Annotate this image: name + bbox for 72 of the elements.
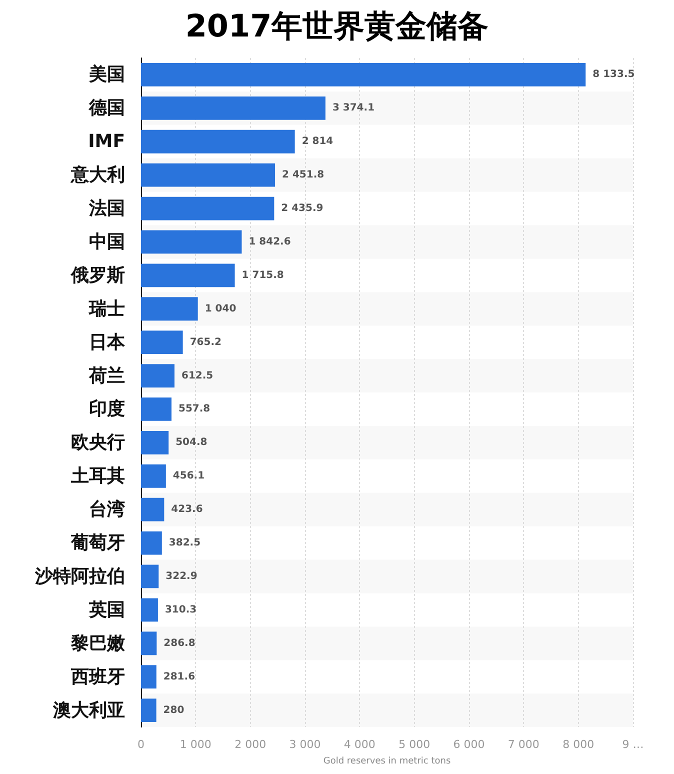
data-label: 322.9 — [166, 570, 198, 582]
data-label: 286.8 — [164, 638, 196, 649]
bar — [141, 264, 235, 288]
x-tick-label: 4 000 — [344, 738, 376, 751]
y-tick-label: 印度 — [89, 398, 125, 420]
data-label: 310.3 — [164, 604, 197, 616]
y-tick-label: 土耳其 — [70, 466, 125, 487]
y-tick-label: 中国 — [89, 231, 125, 252]
data-label: 2 451.8 — [282, 170, 324, 181]
x-tick-label: 0 — [138, 738, 144, 751]
y-tick-label: 英国 — [88, 599, 125, 620]
y-tick-label: 葡萄牙 — [70, 532, 125, 554]
data-label: 8 133.5 — [592, 69, 635, 80]
bar — [141, 330, 183, 354]
y-tick-label: 意大利 — [70, 164, 125, 186]
data-label: 382.5 — [168, 538, 201, 549]
y-tick-label: 澳大利亚 — [52, 700, 125, 721]
bar — [141, 63, 586, 86]
bar — [141, 364, 174, 388]
bar — [141, 632, 157, 656]
data-label: 280 — [163, 704, 184, 716]
bar — [141, 130, 295, 154]
data-label: 557.8 — [178, 404, 210, 415]
data-label: 612.5 — [181, 370, 214, 382]
data-label: 504.8 — [176, 437, 208, 448]
data-label: 1 040 — [204, 303, 236, 314]
x-tick-label: 6 000 — [453, 738, 485, 751]
x-tick-label: 1 000 — [180, 738, 212, 751]
y-tick-label: 台湾 — [89, 499, 125, 520]
y-tick-label: 欧央行 — [71, 432, 125, 454]
bar — [141, 297, 198, 321]
bar — [141, 498, 164, 522]
data-label: 1 842.6 — [248, 236, 291, 248]
bar — [141, 464, 166, 488]
bar — [141, 96, 326, 120]
y-tick-label: 法国 — [88, 198, 125, 220]
x-tick-label: 8 000 — [562, 738, 594, 751]
data-label: 456.1 — [172, 470, 205, 482]
bar — [141, 230, 242, 254]
bar — [141, 698, 156, 722]
data-label: 765.2 — [190, 336, 222, 348]
bar — [141, 196, 274, 220]
bar — [141, 665, 156, 689]
y-tick-label: 荷兰 — [88, 365, 125, 386]
y-tick-label: 西班牙 — [70, 666, 125, 688]
y-tick-label: 美国 — [88, 64, 125, 86]
data-label: 423.6 — [171, 504, 203, 516]
bar — [141, 163, 276, 187]
x-tick-label: 3 000 — [289, 738, 321, 751]
x-axis-title: Gold reserves in metric tons — [323, 756, 451, 766]
y-tick-label: 瑞士 — [88, 298, 125, 320]
bar — [141, 430, 169, 454]
data-label: 2 435.9 — [281, 203, 324, 214]
bar — [141, 398, 172, 421]
y-tick-label: 德国 — [88, 98, 125, 119]
y-tick-label: 沙特阿拉伯 — [34, 566, 125, 587]
data-label: 2 814 — [302, 136, 334, 148]
data-label: 281.6 — [163, 671, 196, 682]
y-tick-label: 俄罗斯 — [70, 264, 125, 286]
data-label: 1 715.8 — [242, 270, 284, 281]
bar — [141, 531, 162, 555]
x-tick-label: 2 000 — [234, 738, 266, 751]
x-tick-label: 9 … — [622, 738, 644, 751]
y-tick-label: 黎巴嫩 — [70, 632, 126, 654]
bar — [141, 598, 158, 622]
x-tick-label: 5 000 — [398, 738, 430, 751]
data-label: 3 374.1 — [332, 102, 375, 114]
x-tick-label: 7 000 — [508, 738, 540, 751]
bar — [141, 564, 159, 588]
chart-title: 2017年世界黄金储备 — [185, 8, 489, 44]
y-tick-label: 日本 — [89, 332, 126, 353]
y-tick-label: IMF — [88, 131, 125, 152]
